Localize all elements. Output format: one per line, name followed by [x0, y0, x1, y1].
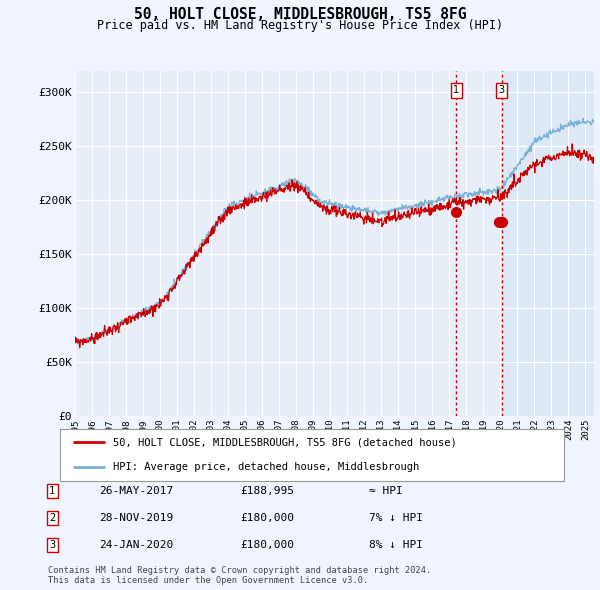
- Text: 24-JAN-2020: 24-JAN-2020: [99, 540, 173, 550]
- Text: HPI: Average price, detached house, Middlesbrough: HPI: Average price, detached house, Midd…: [113, 463, 419, 473]
- Text: 1: 1: [453, 85, 459, 95]
- Text: Price paid vs. HM Land Registry's House Price Index (HPI): Price paid vs. HM Land Registry's House …: [97, 19, 503, 32]
- Text: 7% ↓ HPI: 7% ↓ HPI: [369, 513, 423, 523]
- Text: 2: 2: [49, 513, 55, 523]
- Text: Contains HM Land Registry data © Crown copyright and database right 2024.
This d: Contains HM Land Registry data © Crown c…: [48, 566, 431, 585]
- Text: 26-MAY-2017: 26-MAY-2017: [99, 486, 173, 496]
- Text: £188,995: £188,995: [240, 486, 294, 496]
- Text: 28-NOV-2019: 28-NOV-2019: [99, 513, 173, 523]
- Text: £180,000: £180,000: [240, 540, 294, 550]
- Text: 1: 1: [49, 486, 55, 496]
- Text: 50, HOLT CLOSE, MIDDLESBROUGH, TS5 8FG (detached house): 50, HOLT CLOSE, MIDDLESBROUGH, TS5 8FG (…: [113, 437, 457, 447]
- Bar: [502, 71, 594, 416]
- Text: ≈ HPI: ≈ HPI: [369, 486, 403, 496]
- Text: 50, HOLT CLOSE, MIDDLESBROUGH, TS5 8FG: 50, HOLT CLOSE, MIDDLESBROUGH, TS5 8FG: [134, 7, 466, 22]
- Text: 8% ↓ HPI: 8% ↓ HPI: [369, 540, 423, 550]
- Text: 3: 3: [49, 540, 55, 550]
- Text: £180,000: £180,000: [240, 513, 294, 523]
- Text: 3: 3: [499, 85, 505, 95]
